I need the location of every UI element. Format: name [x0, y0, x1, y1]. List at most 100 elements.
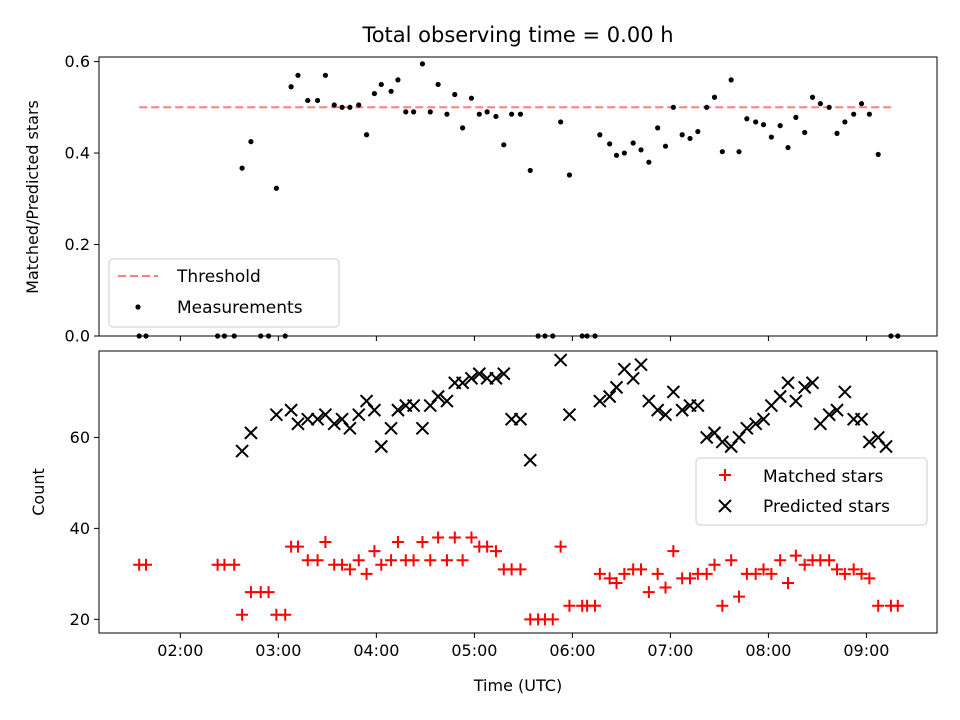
matched-point [262, 586, 275, 599]
matched-point [838, 567, 851, 580]
measurement-point [768, 134, 774, 140]
measurement-point [221, 333, 228, 339]
predicted-point [523, 453, 537, 467]
measurement-point [826, 104, 832, 110]
predicted-point [440, 394, 454, 408]
legend-predicted-label: Predicted stars [763, 497, 890, 517]
matched-point [774, 554, 787, 567]
x-tick-label: 02:00 [157, 641, 203, 660]
y-tick-label: 0.4 [65, 144, 90, 163]
matched-point [416, 536, 429, 549]
predicted-point [431, 389, 445, 404]
measurement-point [444, 111, 450, 117]
plot-frame [98, 56, 938, 337]
predicted-point [740, 421, 754, 436]
matched-point [651, 567, 664, 580]
matched-point [375, 558, 388, 571]
matched-point [700, 567, 713, 580]
predicted-point [472, 367, 486, 381]
predicted-point [513, 412, 528, 426]
measurement-point [265, 333, 272, 339]
matched-point [667, 545, 680, 558]
measurement-point [517, 111, 524, 117]
matched-point [855, 567, 868, 580]
y-tick-label: 20 [70, 610, 90, 629]
predicted-point [658, 407, 673, 422]
measurement-point [468, 95, 475, 101]
matched-point [407, 554, 420, 567]
predicted-point [327, 417, 341, 431]
predicted-point [284, 403, 298, 417]
predicted-point [553, 353, 568, 367]
measurement-point [888, 333, 894, 339]
measurement-point [834, 130, 840, 136]
measurement-point [866, 111, 872, 117]
measurement-point [760, 122, 767, 128]
matched-point [279, 608, 292, 621]
matched-point [546, 613, 559, 626]
matched-point [448, 531, 461, 544]
measurement-point [584, 333, 590, 339]
y-tick-label: 0.2 [65, 235, 90, 254]
predicted-point [301, 412, 315, 426]
matched-point [554, 540, 567, 553]
matched-point [291, 540, 304, 553]
predicted-point [781, 376, 795, 390]
measurement-point [777, 123, 783, 129]
predicted-point [244, 426, 258, 440]
predicted-point [291, 417, 305, 431]
matched-point [391, 536, 404, 549]
predicted-point [650, 403, 665, 417]
measurement-point [687, 135, 693, 142]
measurement-point [331, 102, 337, 108]
predicted-point [626, 371, 640, 385]
predicted-point [748, 417, 763, 431]
matched-point [563, 599, 576, 612]
matched-point [847, 563, 860, 576]
predicted-point [464, 371, 479, 385]
measurement-point [695, 128, 701, 135]
measurement-point [662, 143, 669, 149]
measurement-point [452, 91, 458, 98]
measurement-point [356, 102, 362, 108]
predicted-point [773, 389, 787, 404]
x-tick-label: 07:00 [647, 641, 693, 660]
predicted-point [489, 371, 503, 385]
measurement-point [802, 129, 808, 136]
measurement-point [646, 159, 652, 165]
predicted-point [343, 421, 357, 436]
matched-point [708, 558, 721, 571]
predicted-point [235, 444, 249, 458]
matched-point [456, 554, 469, 567]
predicted-point [756, 412, 771, 426]
measurement-point [493, 113, 499, 120]
measurement-point [347, 104, 353, 110]
matched-point [733, 590, 746, 603]
matched-point [432, 531, 445, 544]
matched-point [236, 608, 249, 621]
measurement-point [809, 94, 816, 100]
matched-point [716, 599, 729, 612]
measurement-point [239, 165, 245, 171]
measurement-point [427, 109, 433, 115]
predicted-point [391, 403, 405, 417]
measurement-point [785, 144, 791, 151]
matched-point [588, 599, 601, 612]
measurement-point [736, 149, 742, 155]
measurement-point [704, 104, 710, 110]
matched-point [489, 545, 502, 558]
predicted-point [805, 376, 820, 390]
predicted-point [634, 357, 648, 372]
ratio-panel: 0.0 0.2 0.4 0.6 [65, 52, 938, 346]
legend-matched-swatch [719, 469, 731, 481]
matched-point [635, 563, 648, 576]
measurement-point [895, 333, 901, 339]
predicted-point [797, 380, 812, 395]
matched-point [725, 554, 738, 567]
predicted-point [789, 394, 803, 408]
measurement-point [542, 333, 548, 339]
measurement-point [558, 119, 564, 125]
matched-point [618, 567, 631, 580]
legend-threshold-label: Threshold [176, 267, 261, 287]
